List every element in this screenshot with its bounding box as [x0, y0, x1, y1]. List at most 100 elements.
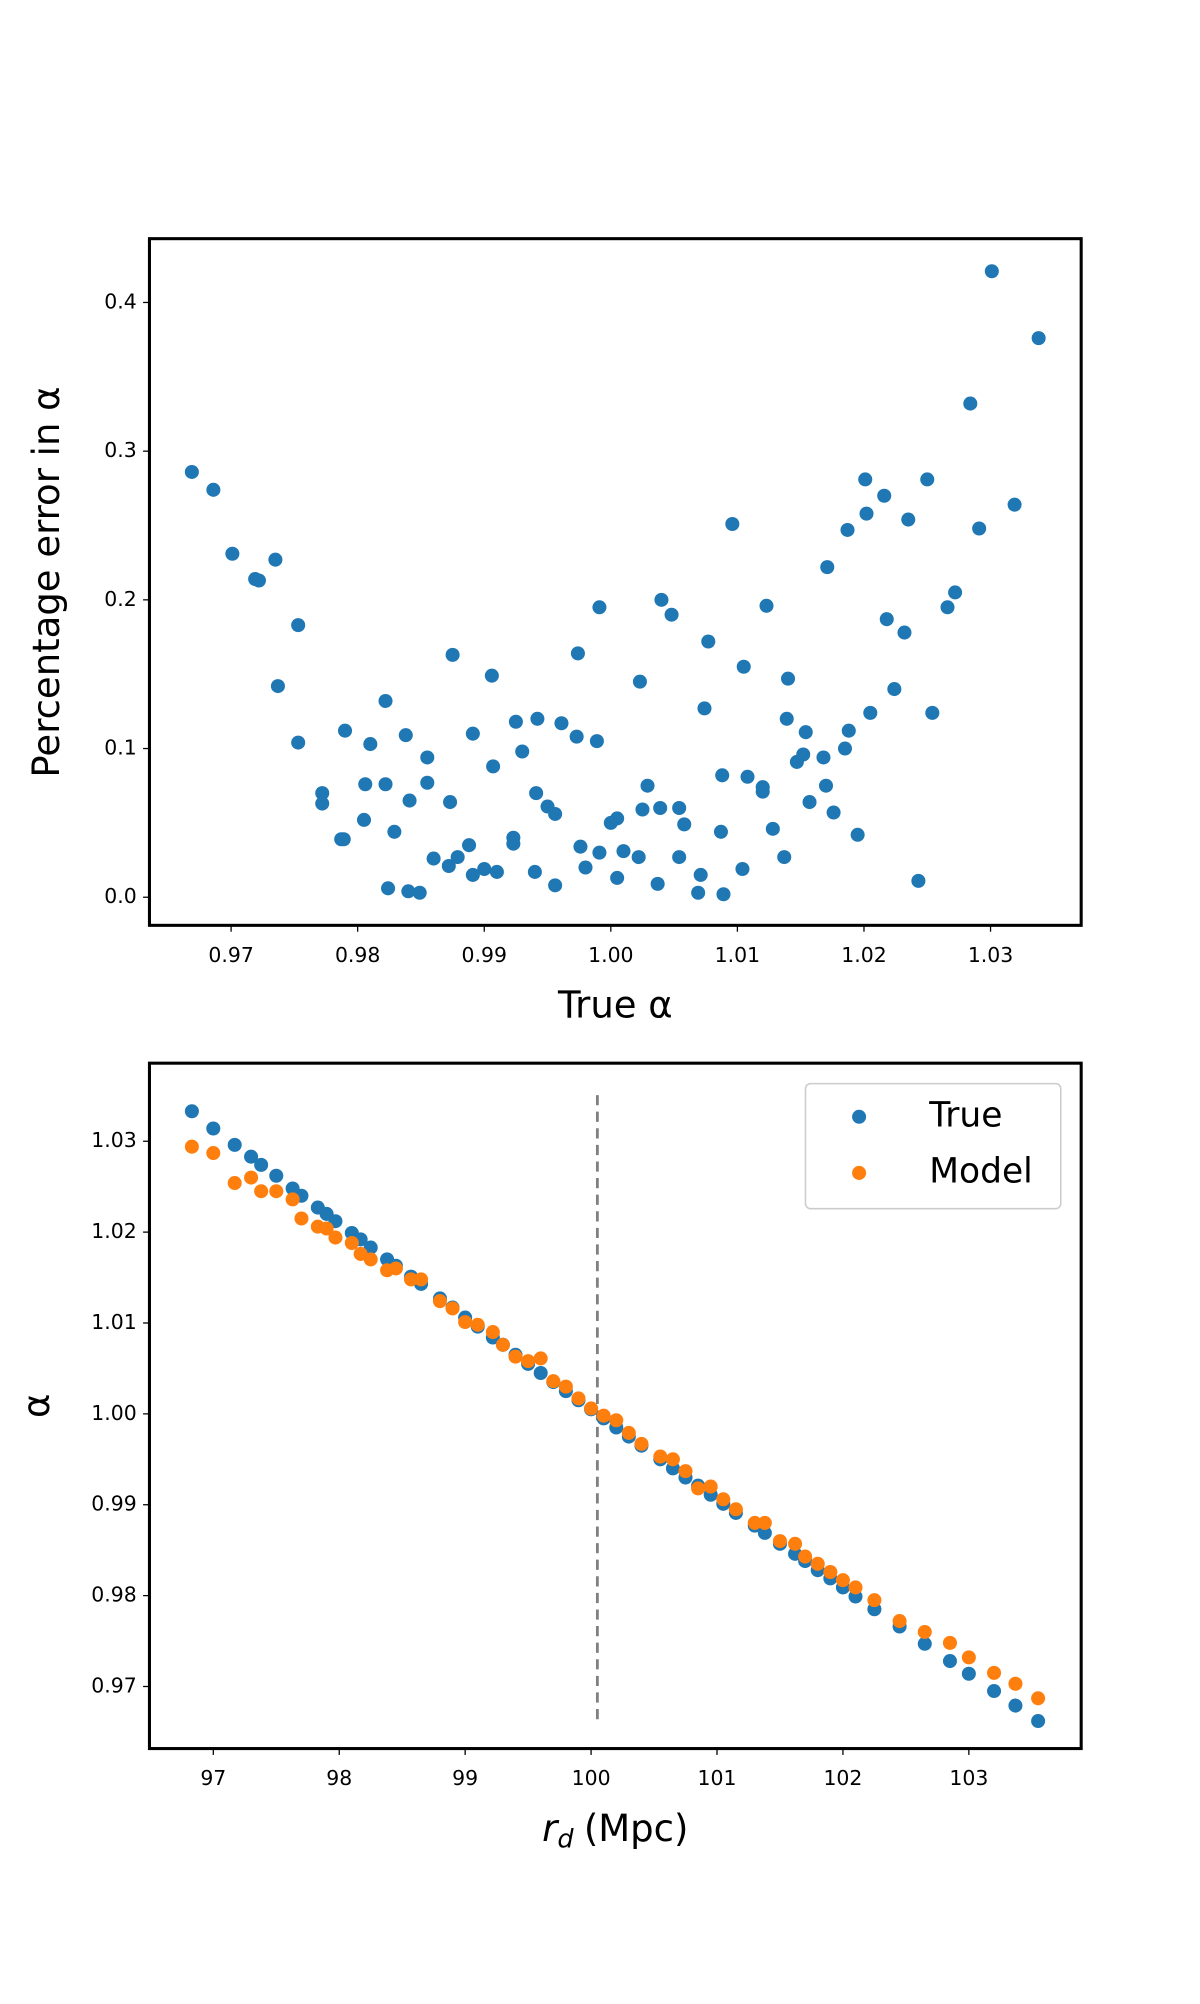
legend-marker [852, 1109, 867, 1124]
point [184, 464, 199, 479]
point [716, 887, 731, 902]
point [802, 795, 817, 810]
y-axis-label: α [15, 1394, 58, 1418]
point [570, 646, 585, 661]
point [917, 1624, 932, 1639]
legend-label: True [928, 1095, 1002, 1135]
point [664, 607, 679, 622]
x-tick-label: 1.03 [968, 943, 1013, 967]
point [578, 860, 593, 875]
y-tick-label: 0.98 [91, 1583, 136, 1607]
point [291, 735, 306, 750]
point [713, 824, 728, 839]
point [653, 800, 668, 816]
point [319, 1221, 334, 1236]
point [631, 850, 646, 865]
point [363, 1252, 378, 1267]
point [533, 1351, 548, 1366]
point [823, 1564, 838, 1580]
x-axis-label: rd (Mpc) [542, 1807, 688, 1855]
point [269, 1168, 284, 1183]
x-tick-label: 99 [452, 1766, 478, 1790]
point [206, 482, 221, 497]
point [571, 1391, 586, 1406]
point [206, 1121, 221, 1136]
point [465, 867, 480, 882]
point [665, 1452, 680, 1467]
point [291, 618, 306, 633]
point [533, 1365, 548, 1380]
x-tick-label: 0.99 [462, 943, 507, 967]
point [677, 817, 692, 832]
point [772, 1534, 787, 1549]
x-tick-label: 98 [326, 1766, 352, 1790]
point [573, 839, 588, 854]
point [887, 682, 902, 697]
point [227, 1176, 242, 1191]
point [432, 1294, 447, 1309]
point [184, 1139, 199, 1154]
point [529, 786, 544, 801]
point [728, 1502, 743, 1517]
y-tick-label: 0.99 [91, 1492, 136, 1516]
point [363, 1240, 378, 1255]
point [837, 741, 853, 756]
point [1031, 1714, 1046, 1729]
point [757, 1515, 772, 1530]
point [356, 812, 372, 827]
point [984, 264, 999, 279]
legend-box [804, 1082, 1062, 1210]
point [672, 800, 687, 816]
point [867, 1593, 882, 1608]
point [445, 1301, 460, 1316]
x-tick-label: 0.97 [208, 943, 253, 967]
point [610, 870, 625, 885]
plot-frame [147, 1061, 1083, 1751]
point [486, 759, 501, 774]
y-tick-label: 0.0 [104, 884, 136, 908]
point [584, 1401, 599, 1416]
point [592, 845, 607, 860]
y-tick-label: 1.03 [91, 1128, 136, 1152]
point [441, 858, 456, 874]
x-tick-label: 100 [572, 1766, 611, 1790]
point [736, 659, 751, 674]
point [477, 861, 492, 877]
x-tick-label: 1.02 [841, 943, 886, 967]
y-tick-label: 0.1 [104, 736, 136, 760]
point [336, 832, 351, 847]
point [779, 711, 794, 726]
point [414, 1272, 429, 1287]
point [315, 796, 330, 811]
point [634, 1436, 649, 1451]
point [225, 546, 240, 561]
point [879, 612, 894, 627]
point [810, 1556, 825, 1571]
point [765, 821, 780, 836]
point [987, 1665, 1002, 1680]
legend-marker [852, 1165, 867, 1180]
point [465, 726, 480, 741]
point [546, 1374, 561, 1389]
point [1031, 1691, 1046, 1706]
point [877, 488, 892, 503]
point [401, 884, 416, 899]
point [1008, 1676, 1023, 1691]
point [548, 878, 563, 893]
point [470, 1317, 485, 1332]
point [987, 1684, 1002, 1699]
point [650, 876, 665, 891]
x-tick-label: 101 [698, 1766, 737, 1790]
point [635, 802, 650, 817]
point [798, 1549, 813, 1564]
point [678, 1464, 693, 1479]
point [596, 1408, 611, 1423]
x-tick-label: 1.01 [715, 943, 760, 967]
point [697, 701, 712, 716]
point [337, 723, 353, 738]
point [426, 851, 441, 866]
point [840, 522, 855, 537]
point [489, 864, 504, 879]
point [589, 734, 604, 749]
